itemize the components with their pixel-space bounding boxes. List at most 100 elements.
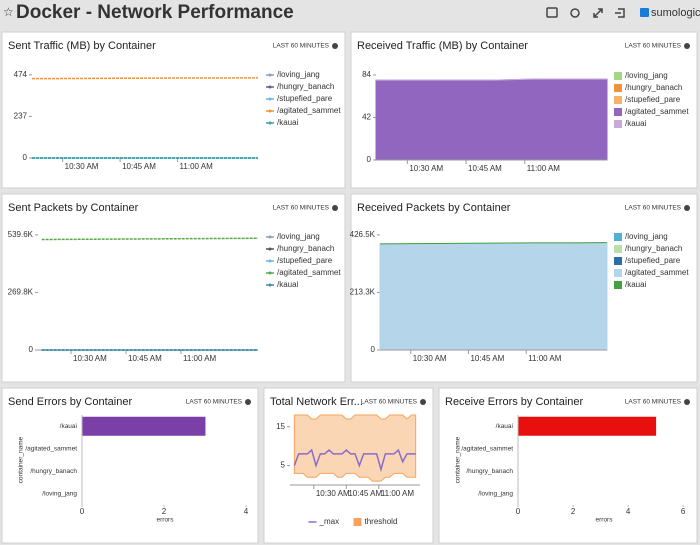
legend-label: /stupefied_pare [625, 95, 681, 104]
category-label: /hungry_banach [30, 468, 77, 475]
category-label: /agitated_sammet [461, 445, 513, 452]
schedule-icon[interactable] [546, 7, 558, 18]
legend-dot [268, 271, 272, 275]
x-tick-label: 4 [626, 507, 631, 516]
refresh-icon[interactable] [570, 8, 580, 18]
series-line [41, 237, 259, 241]
series-line [31, 77, 259, 80]
logo-mark [640, 8, 649, 17]
legend-swatch [614, 257, 622, 265]
legend-label: /kauai [625, 280, 647, 289]
legend-label: /hungry_banach [625, 244, 682, 253]
panel [263, 387, 434, 544]
legend-label: /loving_jang [277, 232, 320, 241]
favorite-star[interactable]: ☆ [3, 5, 14, 19]
info-icon[interactable] [684, 399, 690, 405]
time-range: LAST 60 MINUTES [625, 43, 682, 50]
panel-title: Received Packets by Container [357, 202, 511, 214]
legend-dot [268, 73, 272, 77]
legend-swatch [614, 120, 622, 128]
panel-title: Receive Errors by Container [445, 396, 584, 408]
time-range: LAST 60 MINUTES [273, 205, 330, 212]
y-tick-label: 0 [371, 345, 376, 354]
y-tick-label: 15 [276, 422, 285, 431]
category-label: /loving_jang [478, 490, 513, 497]
legend-label: /agitated_sammet [277, 268, 341, 277]
x-tick-label: 0 [80, 507, 85, 516]
panel [1, 31, 346, 189]
panel-title: Total Network Err... [270, 396, 363, 408]
x-tick-label: 10:30 AM [65, 162, 99, 171]
legend-swatch [614, 245, 622, 253]
legend-label: /loving_jang [625, 71, 668, 80]
category-label: /loving_jang [42, 490, 77, 497]
y-tick-label: 0 [23, 153, 28, 162]
x-tick-label: 10:45 AM [128, 354, 162, 363]
x-tick-label: 10:30 AM [73, 354, 107, 363]
x-tick-label: 11:00 AM [180, 162, 214, 171]
y-tick-label: 269.8K [8, 288, 34, 297]
legend-label: /kauai [277, 118, 299, 127]
info-icon[interactable] [332, 43, 338, 49]
info-icon[interactable] [245, 399, 251, 405]
panel [1, 387, 259, 544]
panel-title: Received Traffic (MB) by Container [357, 40, 528, 52]
legend-swatch [353, 518, 362, 526]
threshold-band [293, 414, 417, 482]
legend-dot [268, 97, 272, 101]
time-range: LAST 60 MINUTES [361, 399, 418, 406]
legend-label: /loving_jang [625, 232, 668, 241]
x-tick-label: 4 [244, 507, 249, 516]
legend-swatch [614, 96, 622, 104]
bar [81, 416, 206, 436]
info-icon[interactable] [332, 205, 338, 211]
legend-swatch [614, 269, 622, 277]
x-tick-label: 11:00 AM [528, 354, 562, 363]
toolbar [546, 7, 625, 18]
x-tick-label: 10:45 AM [470, 354, 504, 363]
x-tick-label: 10:30 AM [409, 164, 443, 173]
y-tick-label: 84 [362, 70, 371, 79]
panel [438, 387, 698, 544]
info-icon[interactable] [684, 43, 690, 49]
share-icon[interactable] [615, 8, 625, 18]
x-tick-label: 10:45 AM [348, 489, 382, 498]
x-tick-label: 11:00 AM [381, 489, 415, 498]
panel-title: Send Errors by Container [8, 396, 132, 408]
legend-label: /kauai [277, 280, 299, 289]
legend-dot [268, 109, 272, 113]
legend-label: _max [319, 517, 340, 526]
fullscreen-icon[interactable] [593, 8, 603, 18]
legend-label: /hungry_banach [277, 244, 334, 253]
legend-dot [268, 259, 272, 263]
logo-text: sumologic [651, 7, 700, 19]
x-tick-label: 0 [516, 507, 521, 516]
legend-label: /agitated_sammet [277, 106, 341, 115]
y-axis-title: container_name [455, 436, 462, 483]
x-axis-title: errors [596, 517, 614, 524]
y-tick-label: 0 [367, 155, 372, 164]
x-tick-label: 2 [571, 507, 576, 516]
info-icon[interactable] [420, 399, 426, 405]
legend-label: /stupefied_pare [277, 256, 333, 265]
x-tick-label: 10:45 AM [468, 164, 502, 173]
legend-swatch [614, 72, 622, 80]
info-icon[interactable] [684, 205, 690, 211]
legend-label: /stupefied_pare [625, 256, 681, 265]
legend-label: /agitated_sammet [625, 268, 689, 277]
category-label: /kauai [496, 423, 513, 430]
legend-swatch [614, 84, 622, 92]
series-line [293, 448, 416, 473]
y-tick-label: 426.5K [350, 230, 376, 239]
y-tick-label: 42 [362, 113, 371, 122]
legend-swatch [614, 108, 622, 116]
time-range: LAST 60 MINUTES [273, 43, 330, 50]
x-tick-label: 10:45 AM [122, 162, 156, 171]
dashboard-title: Docker - Network Performance [16, 2, 294, 23]
legend-swatch [614, 281, 622, 289]
legend-swatch [614, 233, 622, 241]
legend-dot [268, 85, 272, 89]
time-range: LAST 60 MINUTES [625, 205, 682, 212]
legend-label: /hungry_banach [625, 83, 682, 92]
